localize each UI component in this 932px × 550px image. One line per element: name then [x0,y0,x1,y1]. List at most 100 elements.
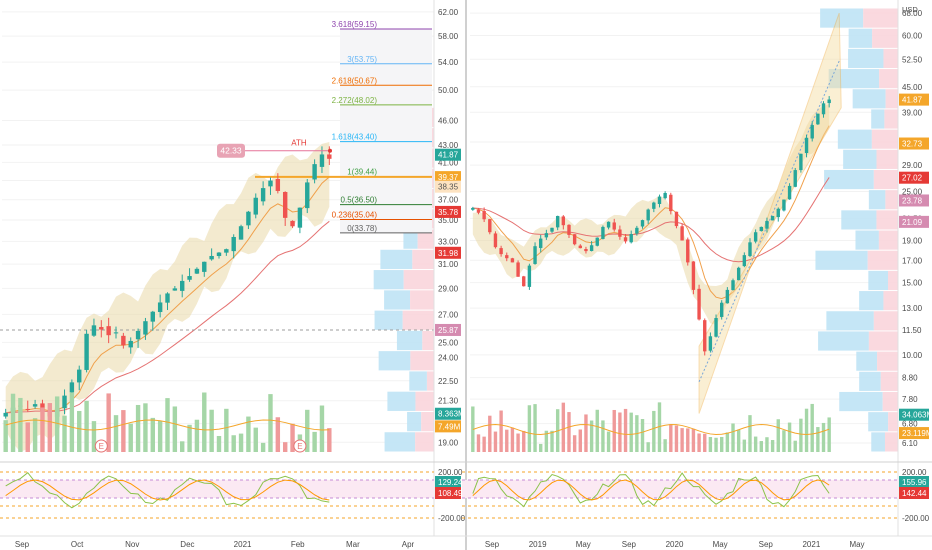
candle-body [595,237,599,246]
cci-tag-bg [435,476,461,488]
volume-bar [282,442,288,452]
candle-body [305,182,310,209]
volume-bar [69,392,75,452]
volume-profile-bar-up [378,351,411,371]
volume-profile-bar-up [828,69,880,89]
volume-bar [54,396,60,452]
candle-body [246,211,251,226]
volume-bar [770,440,775,452]
price-tick-label: 29.00 [902,161,923,170]
volume-profile-bar-down [421,411,434,432]
volume-profile-bar-up [403,229,418,249]
candle-body [646,209,650,221]
cci-tag-label: 129.24 [438,478,463,487]
candle-body [697,288,701,320]
volume-profile-bar-up [387,391,416,411]
trend-channel [698,13,842,414]
ema-fast-line [5,176,330,414]
candle-body [297,207,303,228]
volume-profile-bar-up [859,291,884,311]
candle-body [209,255,214,260]
volume-profile-bar-up [841,210,877,230]
volume-bar [680,428,684,452]
price-axis: 68.0060.0052.5045.0039.0033.0029.0025.00… [897,0,932,536]
volume-bar [776,419,780,452]
volume-bar [40,407,45,452]
price-tag-bg [435,148,461,161]
price-tick-label: 68.00 [902,9,923,18]
candle-body [742,255,747,267]
candle-body [40,403,45,412]
volume-bar [476,434,481,452]
price-tag-label: 39.37 [438,173,459,182]
time-tick-label: Feb [291,540,305,549]
candle-body [516,262,520,277]
volume-profile-bar-down [412,249,434,270]
price-tick-label: 52.50 [902,55,923,64]
candle-body [62,395,67,409]
price-tick-label: 10.00 [902,351,923,360]
price-tick-label: 27.00 [438,310,459,319]
volume-profile-bar-up [868,270,888,291]
fib-level-label: 3.618(59.15) [332,20,378,29]
volume-profile-bar-down [402,310,434,330]
volume-profile-bar-down [871,129,898,149]
candle-body [471,207,475,210]
volume-bar [714,437,718,452]
volume-profile-bar-down [410,290,434,310]
volume-bar [113,415,119,452]
volume-bar [246,416,251,452]
volume-bar [224,408,229,452]
volume-bar [810,403,814,452]
volume-bars [3,392,332,452]
candle-body [3,412,8,417]
candle-body [231,236,236,252]
candle-body [736,267,741,281]
candle-body [180,280,185,291]
volume-bar [194,419,200,452]
volume-bar [731,423,735,452]
candle-body [165,293,170,303]
earnings-marker-label: E [297,442,302,451]
volume-bar [646,442,650,452]
candle-body [505,255,509,259]
candle-body [84,333,89,370]
fib-level-label: 3(53.75) [347,55,377,64]
volume-profile-bar-up [871,432,885,452]
price-tag-bg [435,323,461,336]
price-tag-bg [899,215,929,228]
volume-profile-bar-up [374,310,403,330]
candle-body [799,153,803,171]
volume-bar [121,410,126,452]
volume-bar [143,403,148,452]
volume-bar [697,433,701,452]
volume-bar [691,428,696,452]
currency-label: USD [902,5,918,14]
candle-body [589,245,594,252]
time-tick-label: Sep [15,540,30,549]
candle-body [121,335,126,346]
candles [471,96,831,356]
volume-bar [216,435,222,452]
candle-body [674,211,679,227]
candle-body [770,215,775,221]
price-tag-label: 23.119M [902,429,932,438]
candle-body [578,245,582,249]
volume-bar [32,418,38,452]
volume-bar [172,406,178,452]
volume-bar [493,431,498,452]
volume-bar [793,440,797,452]
candle-body [319,154,325,167]
price-tag-bg [435,171,461,184]
price-tick-label: 33.00 [438,237,459,246]
volume-profile-bar-down [876,149,898,169]
cci-ma-line [472,479,830,501]
time-tick-label: May [713,540,728,549]
price-tag-bg [899,171,929,184]
volume-bar [275,417,281,452]
volume-profile-bar-down [873,169,898,190]
earnings-marker-label: E [99,442,104,451]
candle-body [135,330,141,340]
